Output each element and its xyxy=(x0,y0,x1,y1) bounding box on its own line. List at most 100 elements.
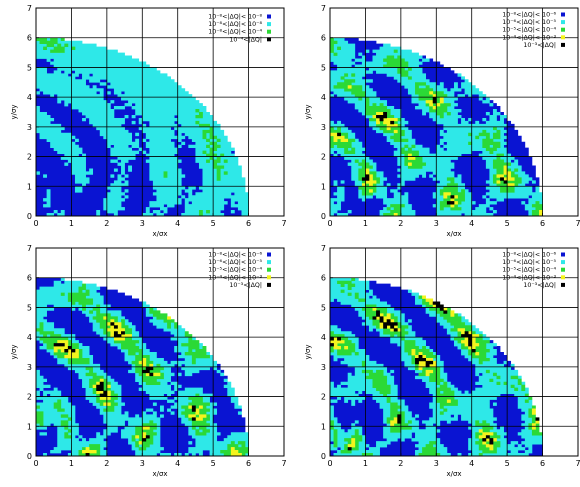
y-tick-label: 2 xyxy=(27,393,32,402)
x-axis-label: x/σx xyxy=(152,470,167,478)
y-tick-label: 4 xyxy=(321,333,326,342)
x-tick-label: 0 xyxy=(327,219,332,228)
plot-frame xyxy=(35,247,285,457)
legend-swatch xyxy=(267,29,271,34)
legend-swatch xyxy=(561,20,565,25)
x-tick-label: 6 xyxy=(246,219,251,228)
legend-label: 10⁻³<|ΔQ| xyxy=(523,42,556,49)
x-tick-label: 7 xyxy=(575,219,580,228)
x-tick-label: 3 xyxy=(140,459,145,468)
x-tick-label: 4 xyxy=(175,219,180,228)
legend-swatch xyxy=(561,252,565,257)
legend-swatch xyxy=(267,275,271,280)
legend-label: 10⁻⁵<|ΔQ|< 10⁻⁴ xyxy=(502,27,556,34)
y-tick-label: 3 xyxy=(27,123,32,132)
x-tick-label: 1 xyxy=(69,459,74,468)
legend-swatch xyxy=(267,267,271,272)
legend-label: 10⁻⁸<|ΔQ|< 10⁻⁴ xyxy=(208,29,262,36)
x-tick-label: 7 xyxy=(281,219,286,228)
legend-label: 10⁻⁸<|ΔQ|< 10⁻⁸ xyxy=(208,21,262,28)
x-tick-label: 2 xyxy=(104,219,109,228)
x-tick-label: 3 xyxy=(434,459,439,468)
legend-swatch xyxy=(561,35,565,40)
y-tick-label: 2 xyxy=(321,393,326,402)
legend-swatch xyxy=(267,37,271,42)
plot-frame xyxy=(329,7,579,217)
y-tick-label: 0 xyxy=(27,212,32,221)
legend-label: 10⁻³<|ΔQ| xyxy=(229,282,262,289)
x-tick-label: 5 xyxy=(505,459,510,468)
legend-swatch xyxy=(267,14,271,19)
x-tick-label: 0 xyxy=(327,459,332,468)
x-tick-label: 7 xyxy=(575,459,580,468)
heatmap-band-2 xyxy=(36,277,249,457)
x-axis-label: x/σx xyxy=(446,230,461,238)
legend-label: 10⁻⁸<|ΔQ|< 10⁻⁶ xyxy=(208,252,262,259)
x-tick-label: 2 xyxy=(398,219,403,228)
x-tick-label: 7 xyxy=(281,459,286,468)
legend-swatch xyxy=(561,267,565,272)
legend-label: 10⁻⁴<|ΔQ|< 10⁻³ xyxy=(502,34,556,41)
y-tick-label: 2 xyxy=(27,153,32,162)
y-tick-label: 6 xyxy=(321,274,326,283)
x-tick-label: 2 xyxy=(398,459,403,468)
y-tick-label: 0 xyxy=(27,452,32,461)
legend-swatch xyxy=(267,22,271,27)
x-axis-label: x/σx xyxy=(446,470,461,478)
y-tick-label: 5 xyxy=(321,303,326,312)
plot-frame xyxy=(329,247,579,457)
x-tick-label: 2 xyxy=(104,459,109,468)
x-tick-label: 4 xyxy=(175,459,180,468)
legend-label: 10⁻⁶<|ΔQ|< 10⁻⁵ xyxy=(208,259,262,266)
x-tick-label: 0 xyxy=(33,219,38,228)
x-tick-label: 3 xyxy=(434,219,439,228)
legend-label: 10⁻⁶<|ΔQ|< 10⁻⁵ xyxy=(502,259,556,266)
heatmap-band-1 xyxy=(36,58,242,217)
x-tick-label: 4 xyxy=(469,219,474,228)
y-tick-label: 0 xyxy=(321,212,326,221)
y-tick-label: 7 xyxy=(27,244,32,253)
y-tick-label: 6 xyxy=(27,274,32,283)
y-tick-label: 3 xyxy=(27,363,32,372)
y-tick-label: 6 xyxy=(321,34,326,43)
legend-label: 10⁻⁵<|ΔQ|< 10⁻⁴ xyxy=(502,267,556,274)
x-tick-label: 5 xyxy=(211,219,216,228)
x-tick-label: 3 xyxy=(140,219,145,228)
legend-label: 10⁻⁴<|ΔQ|< 10⁻³ xyxy=(208,274,262,281)
y-tick-label: 6 xyxy=(27,34,32,43)
x-tick-label: 1 xyxy=(69,219,74,228)
legend-swatch xyxy=(561,27,565,32)
x-tick-label: 5 xyxy=(211,459,216,468)
heatmap-band-4 xyxy=(53,316,242,457)
plot-frame xyxy=(35,7,285,217)
legend-label: 10⁻⁸<|ΔQ|< 10⁻⁸ xyxy=(208,14,262,21)
y-tick-label: 7 xyxy=(321,4,326,13)
legend-swatch xyxy=(561,12,565,17)
y-axis-label: y/σy xyxy=(10,104,18,119)
y-axis-label: y/σy xyxy=(304,104,312,119)
y-tick-label: 0 xyxy=(321,452,326,461)
legend-label: 10⁻⁸<|ΔQ|< 10⁻⁶ xyxy=(502,252,556,259)
legend-label: 10⁻⁶<|ΔQ|< 10⁻⁵ xyxy=(502,19,556,26)
y-tick-label: 3 xyxy=(321,123,326,132)
x-tick-label: 4 xyxy=(469,459,474,468)
legend-swatch xyxy=(561,42,565,47)
legend-label: 10⁻⁴<|ΔQ|< 10⁻³ xyxy=(502,274,556,281)
x-tick-label: 1 xyxy=(363,459,368,468)
legend-swatch xyxy=(561,275,565,280)
x-tick-label: 6 xyxy=(246,459,251,468)
y-tick-label: 7 xyxy=(321,244,326,253)
legend-label: 10⁻³<|ΔQ| xyxy=(523,282,556,289)
y-tick-label: 1 xyxy=(27,182,32,191)
legend: 10⁻⁸<|ΔQ|< 10⁻⁶10⁻⁶<|ΔQ|< 10⁻⁵10⁻⁵<|ΔQ|<… xyxy=(502,252,565,289)
y-tick-label: 5 xyxy=(321,63,326,72)
y-tick-label: 2 xyxy=(321,153,326,162)
legend-swatch xyxy=(561,260,565,265)
x-tick-label: 5 xyxy=(505,219,510,228)
y-tick-label: 4 xyxy=(27,333,32,342)
